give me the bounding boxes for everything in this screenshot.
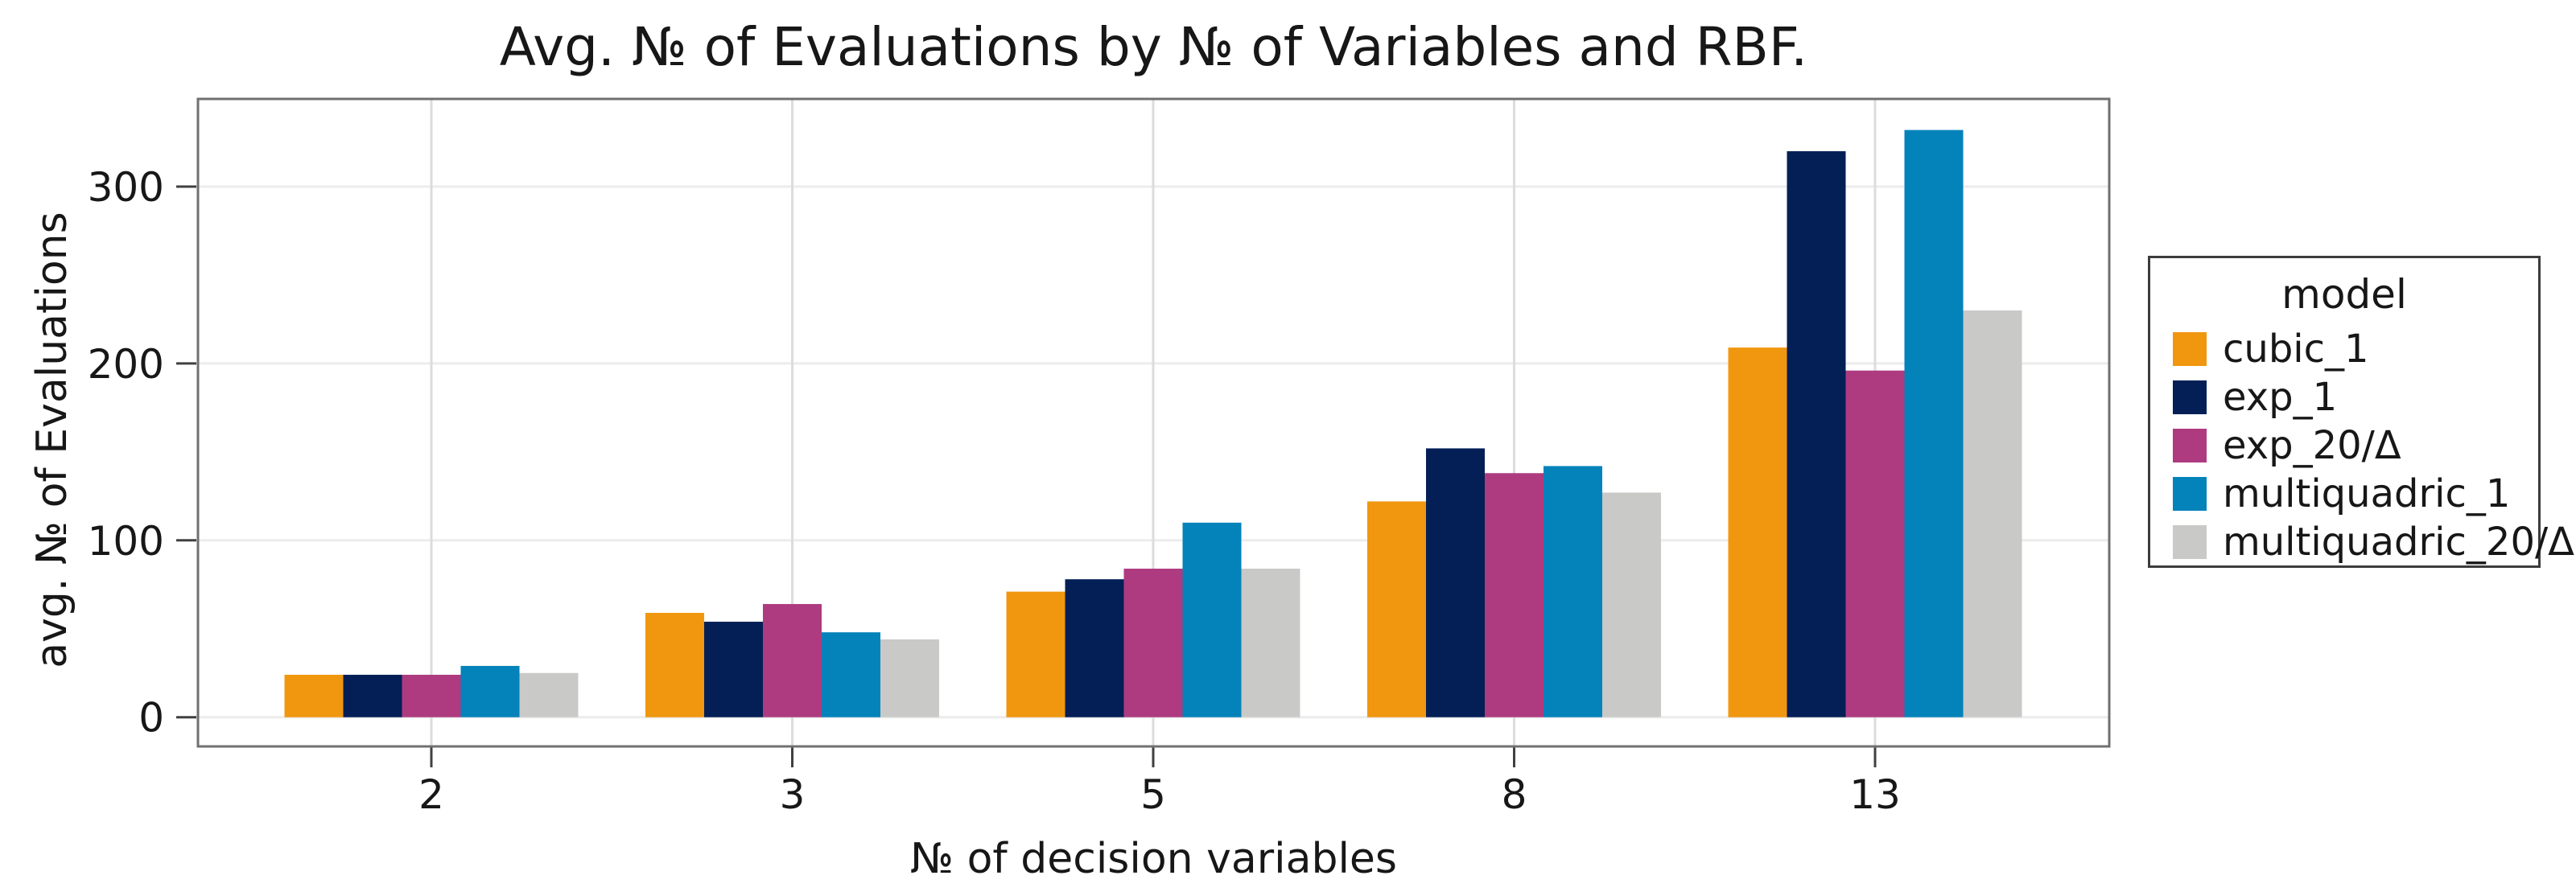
x-tick-label: 3 <box>780 771 806 818</box>
panel-border <box>196 97 2111 748</box>
bar-cubic_1-x2 <box>284 674 344 717</box>
legend-label: exp_1 <box>2223 375 2338 420</box>
legend-swatch <box>2173 332 2207 366</box>
bar-multiquadric_20/Δ-x3 <box>880 639 939 717</box>
bar-exp_20/Δ-x13 <box>1845 370 1905 717</box>
legend-label: cubic_1 <box>2223 327 2369 372</box>
y-tick-label: 100 <box>88 518 164 565</box>
bar-exp_20/Δ-x8 <box>1485 473 1544 717</box>
legend-box: model cubic_1 exp_1 exp_20/Δ multiquadric_1… <box>2148 256 2574 568</box>
bar-cubic_1-x13 <box>1728 347 1787 717</box>
legend-item: exp_20/Δ <box>2173 423 2530 468</box>
bar-exp_1-x2 <box>343 674 402 717</box>
legend-label: exp_20/Δ <box>2223 423 2401 468</box>
bar-multiquadric_1-x8 <box>1544 466 1602 717</box>
x-axis-label: № of decision variables <box>909 835 1397 883</box>
y-tick-label: 0 <box>138 695 164 742</box>
legend-title: model <box>2281 271 2407 318</box>
y-axis-label: avg. № of Evaluations <box>28 212 76 668</box>
legend-item: exp_1 <box>2173 375 2530 420</box>
legend-swatch <box>2173 429 2207 462</box>
legend-swatch <box>2173 525 2207 559</box>
bar-exp_1-x3 <box>704 621 763 717</box>
bar-exp_1-x8 <box>1426 448 1485 717</box>
x-tick-label: 13 <box>1849 771 1901 818</box>
legend-label: multiquadric_1 <box>2223 471 2511 516</box>
legend-items: cubic_1 exp_1 exp_20/Δ multiquadric_1 multiq… <box>2173 327 2574 573</box>
bar-exp_20/Δ-x3 <box>763 603 822 717</box>
legend-item: cubic_1 <box>2173 327 2530 372</box>
x-tick-label: 8 <box>1502 771 1527 818</box>
bar-exp_1-x5 <box>1065 579 1124 717</box>
y-tick-label: 200 <box>88 341 164 388</box>
bar-exp_20/Δ-x5 <box>1123 568 1183 717</box>
legend-label: multiquadric_20/Δ <box>2223 520 2574 565</box>
bar-cubic_1-x3 <box>645 612 704 717</box>
bar-multiquadric_20/Δ-x2 <box>519 672 579 717</box>
bar-multiquadric_20/Δ-x5 <box>1241 568 1300 717</box>
legend-swatch <box>2173 380 2207 414</box>
x-tick-label: 2 <box>418 771 444 818</box>
legend-item: multiquadric_20/Δ <box>2173 523 2574 561</box>
y-tick-label: 300 <box>88 164 164 211</box>
bar-exp_20/Δ-x2 <box>402 674 461 717</box>
bar-multiquadric_20/Δ-x13 <box>1963 310 2022 717</box>
chart-title: Avg. № of Evaluations by № of Variables … <box>499 16 1808 78</box>
bar-exp_1-x13 <box>1787 151 1846 717</box>
bar-cubic_1-x8 <box>1367 501 1426 717</box>
x-tick-label: 5 <box>1140 771 1166 818</box>
bar-multiquadric_20/Δ-x8 <box>1602 492 1661 717</box>
bar-cubic_1-x5 <box>1006 591 1065 717</box>
bar-multiquadric_1-x3 <box>822 632 880 717</box>
bar-multiquadric_1-x2 <box>460 665 520 717</box>
bar-multiquadric_1-x13 <box>1904 129 1964 717</box>
bar-multiquadric_1-x5 <box>1182 522 1242 717</box>
legend-item: multiquadric_1 <box>2173 471 2530 516</box>
legend-swatch <box>2173 477 2207 511</box>
